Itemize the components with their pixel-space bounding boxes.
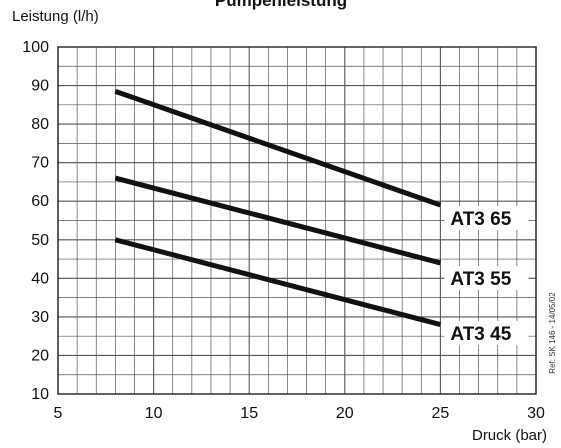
series-lines bbox=[114, 88, 442, 328]
y-tick-label: 100 bbox=[22, 39, 49, 56]
x-tick-label: 5 bbox=[54, 405, 63, 422]
y-tick-label: 90 bbox=[31, 78, 49, 95]
y-tick-label: 50 bbox=[31, 232, 49, 249]
series-line bbox=[114, 88, 442, 208]
series-label: AT3 45 bbox=[450, 324, 511, 345]
x-tick-label: 15 bbox=[240, 405, 258, 422]
x-tick-label: 20 bbox=[336, 405, 354, 422]
series-label: AT3 55 bbox=[450, 269, 511, 290]
reference-annotation: Ref: SK 146 - 14/05/02 bbox=[548, 292, 557, 374]
y-tick-label: 80 bbox=[31, 116, 49, 133]
series-label: AT3 65 bbox=[450, 209, 511, 230]
series-label-bg bbox=[444, 206, 529, 230]
x-tick-label: 10 bbox=[145, 405, 163, 422]
series-label-bg bbox=[444, 321, 529, 345]
y-tick-label: 10 bbox=[31, 386, 49, 403]
y-axis-label: Leistung (l/h) bbox=[12, 8, 99, 25]
series-line bbox=[114, 175, 442, 266]
y-tick-label: 40 bbox=[31, 270, 49, 287]
series-label-bg bbox=[444, 266, 529, 290]
chart-title: Pumpenleistung bbox=[215, 0, 347, 10]
y-tick-label: 30 bbox=[31, 309, 49, 326]
series-line bbox=[114, 237, 442, 328]
y-tick-label: 70 bbox=[31, 155, 49, 172]
plot-frame bbox=[57, 46, 537, 395]
y-tick-label: 20 bbox=[31, 347, 49, 364]
y-tick-label: 60 bbox=[31, 193, 49, 210]
x-axis-label: Druck (bar) bbox=[472, 427, 547, 444]
series-labels: AT3 65 AT3 55 AT3 45 bbox=[444, 206, 529, 345]
x-tick-label: 30 bbox=[527, 405, 545, 422]
x-tick-label: 25 bbox=[432, 405, 450, 422]
tick-labels: 10 20 30 40 50 60 70 80 90 100 5 10 15 20 25 30 bbox=[22, 39, 545, 422]
